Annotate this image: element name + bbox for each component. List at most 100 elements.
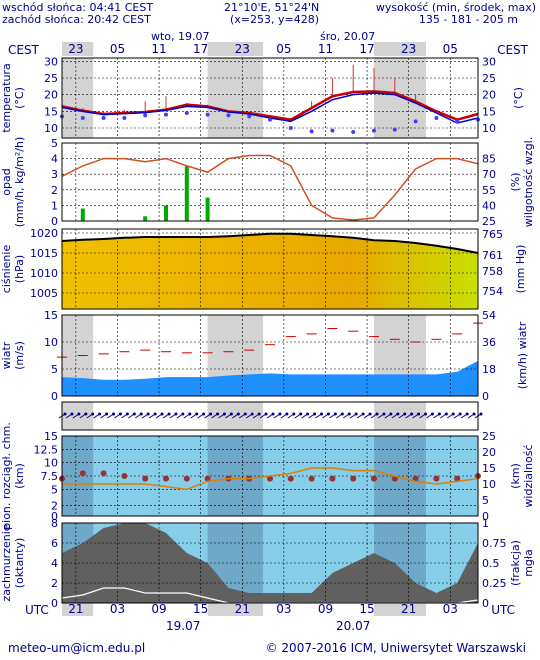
pressure-line (61, 232, 479, 254)
cloudbase-left-title: pion. rozciągł. chm. (0, 422, 13, 530)
day1-label: wto, 19.07 (151, 30, 210, 43)
cloudbase-left-tick: 2 (51, 499, 58, 512)
humidity-right-title: (%) (509, 172, 522, 191)
dew-point-dot (413, 119, 418, 124)
wind-arrow-head (98, 412, 102, 416)
winddir-night-band (374, 402, 426, 430)
top-night-band (62, 42, 94, 56)
dew-point-dot (247, 114, 252, 119)
bottom-hour-label: 09 (151, 602, 166, 616)
clouds-left-tick: 4 (51, 557, 58, 570)
tz-right-label: CEST (497, 43, 528, 57)
wind-arrow-head (430, 412, 434, 416)
email-link[interactable]: meteo-um@icm.edu.pl (8, 641, 146, 655)
bottom-hour-label: 21 (68, 602, 83, 616)
clouds-left-title: zachmurzenie (0, 524, 13, 601)
visibility-right-tick: 10 (482, 478, 496, 491)
wind-arrow-head (306, 412, 310, 416)
top-hour-label: 05 (276, 42, 291, 56)
wind-title: (m/s) (13, 341, 26, 370)
cloudbase-dot (391, 475, 398, 482)
fog-right-title: mgła (522, 549, 535, 577)
precip-bar (164, 205, 168, 221)
pressure-right-tick: 754 (482, 285, 503, 298)
clouds-left-tick: 0 (51, 597, 58, 610)
wind-arrow-head (444, 412, 448, 416)
footer-tz-right: UTC (491, 603, 515, 617)
wind-arrow-head (250, 412, 254, 416)
wind-arrow-head (472, 412, 476, 416)
dew-point-dot (288, 126, 293, 130)
sunset-text: zachód słońca: 20:42 CEST (2, 13, 151, 26)
dew-point-dot (101, 116, 106, 120)
sunrise-text: wschód słońca: 04:41 CEST (2, 1, 154, 14)
wind-arrow-head (333, 412, 337, 416)
wind-arrow-head (77, 412, 81, 416)
temp-left-tick: 20 (44, 89, 58, 102)
dew-point-dot (205, 112, 210, 117)
visibility-right-tick: 5 (482, 494, 489, 507)
precip-left-tick: 4 (51, 153, 58, 166)
cloudbase-dot (308, 475, 315, 482)
humidity-right-tick: 25 (482, 215, 496, 228)
dew-point-dot (226, 113, 231, 118)
cloudbase-left-tick: 7.5 (41, 470, 59, 483)
elevation-title: wysokość (min, środek, max) (375, 1, 536, 14)
visibility-right-title: (km) (509, 463, 522, 489)
top-hour-label: 17 (193, 42, 208, 56)
precip-left-tick: 0 (51, 215, 58, 228)
wind-arrow-head (222, 412, 226, 416)
dew-point-dot (455, 119, 460, 124)
precip-bar (205, 197, 210, 221)
wind-right-tick: 36 (482, 336, 496, 349)
cloudbase-dot (183, 475, 190, 482)
temp-right-tick: 20 (482, 89, 496, 102)
cloudbase-dot (350, 475, 357, 482)
precip-left-tick: 3 (51, 168, 58, 181)
wind-arrow-head (139, 412, 143, 416)
wind-arrow-head (229, 412, 233, 416)
temp-left-tick: 25 (44, 72, 58, 85)
fog-right-tick: 1 (482, 517, 489, 530)
wind-arrow-head (209, 412, 213, 416)
wind-arrow-head (382, 412, 386, 416)
temp-left-title: (°C) (13, 87, 26, 109)
wind-arrow-head (347, 412, 351, 416)
fog-right-tick: 0.5 (482, 557, 500, 570)
wind-arrow-head (368, 412, 372, 416)
temp-left-tick: 10 (44, 122, 58, 135)
wind-arrow-head (264, 412, 268, 416)
temp-right-tick: 15 (482, 105, 496, 118)
clouds-left-tick: 2 (51, 577, 58, 590)
wind-arrow-head (202, 412, 206, 416)
wind-arrow-head (105, 412, 109, 416)
wind-right-tick: 18 (482, 363, 496, 376)
cloudbase-dot (163, 475, 169, 482)
wind-arrow-head (167, 412, 171, 416)
top-night-band (207, 42, 264, 56)
wind-arrow-head (195, 412, 199, 416)
humidity-line (61, 154, 479, 221)
temp-left-tick: 30 (44, 55, 58, 68)
wind-right-tick: 0 (482, 390, 489, 403)
dew-point-dot (184, 111, 189, 115)
top-hour-label: 23 (235, 42, 250, 56)
fog-right-title: (frakcja) (509, 540, 522, 586)
wind-arrow-head (174, 412, 178, 416)
wind-arrow-head (243, 412, 247, 416)
pressure-left-tick: 1005 (30, 287, 58, 300)
cloudbase-dot (329, 475, 336, 482)
elevation-values: 135 - 181 - 205 m (418, 13, 518, 26)
wind-arrow-head (299, 412, 303, 416)
wind-arrow-head (458, 412, 462, 416)
cloudbase-dot (121, 473, 128, 479)
pressure-title: ciśnienie (0, 245, 13, 294)
dew-point-dot (372, 128, 376, 133)
cloudbase-dot (287, 475, 294, 482)
wind-right-title: (km/h) wiatr (516, 321, 529, 389)
wind-arrow-head (326, 412, 330, 416)
cloudbase-dot (142, 475, 149, 482)
footer-date2: 20.07 (336, 619, 371, 633)
